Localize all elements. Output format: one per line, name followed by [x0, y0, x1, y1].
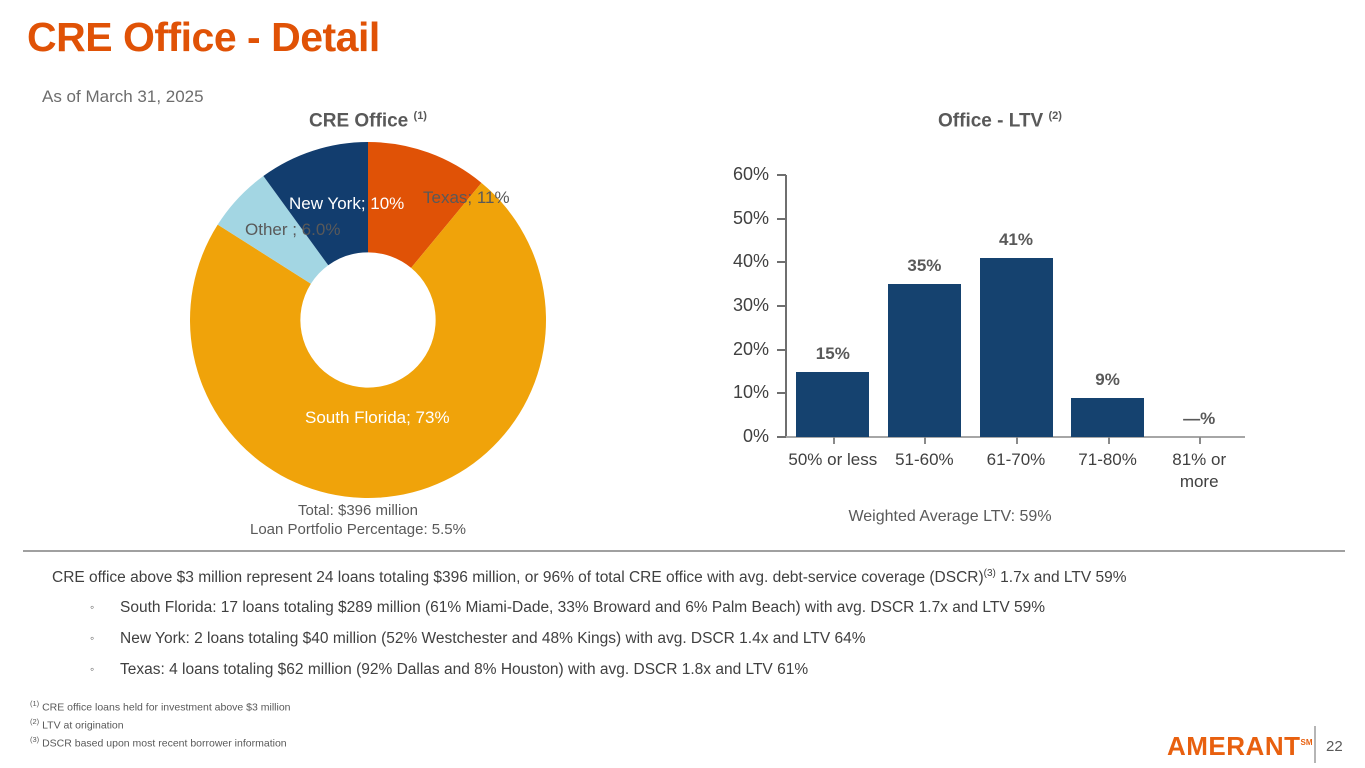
bar-value-label: 35% [907, 256, 942, 276]
donut-slice-south-florida [189, 182, 546, 499]
y-axis-tick [777, 261, 786, 264]
bullet-new-york-text: New York: 2 loans totaling $40 million (… [120, 630, 866, 647]
bullet-south-florida: ◦ South Florida: 17 loans totaling $289 m… [90, 599, 1330, 617]
x-axis-label: 71-80% [1078, 450, 1137, 469]
x-axis-tick [1107, 437, 1110, 444]
donut-svg [189, 142, 546, 499]
y-axis-tick [777, 392, 786, 395]
footnotes: (1) CRE office loans held for investment… [30, 697, 291, 751]
pie-caption: Total: $396 million Loan Portfolio Perce… [168, 501, 548, 539]
pie-label-south-florida: South Florida; 73% [305, 408, 450, 427]
x-axis-label: 51-60% [895, 450, 954, 469]
amerant-logo: AMERANTSM [1167, 731, 1313, 762]
summary-line-post: 1.7x and LTV 59% [995, 569, 1127, 587]
bar-chart-title-text: Office - LTV [938, 110, 1044, 132]
summary-line-pre: CRE office above $3 million represent 24… [52, 569, 984, 587]
bar-value-label: 9% [1095, 369, 1120, 389]
bullet-south-florida-text: South Florida: 17 loans totaling $289 mi… [120, 599, 1046, 616]
footnote-2: (2) LTV at origination [30, 715, 291, 733]
bar-50-or-less [796, 371, 870, 437]
y-axis-tick [777, 436, 786, 438]
footnote-3-marker: (3) [30, 735, 40, 744]
footnote-3-text: DSCR based upon most recent borrower inf… [39, 737, 287, 750]
y-axis-label: 30% [732, 295, 769, 315]
x-axis-line [785, 436, 1245, 438]
pie-caption-portfolio-pct: Loan Portfolio Percentage: 5.5% [250, 521, 466, 538]
bar-51-60- [887, 284, 961, 437]
bar-value-label: 41% [998, 230, 1033, 249]
donut-slice-other [217, 175, 329, 284]
x-axis-label: 50% or less [788, 450, 878, 469]
bullet-icon: ◦ [90, 631, 95, 645]
x-axis-tick [832, 437, 835, 444]
pie-label-other: Other ; 6.0% [245, 220, 341, 239]
bar-61-70- [979, 258, 1053, 437]
bar-value-label: —% [1183, 409, 1216, 428]
donut-slice-texas [368, 142, 482, 268]
y-axis-tick [777, 174, 786, 176]
donut-slice-new-york [263, 142, 368, 266]
weighted-average-ltv: Weighted Average LTV: 59% [848, 508, 1052, 525]
as-of-date: As of March 31, 2025 [42, 87, 204, 106]
y-axis-label: 0% [742, 426, 769, 446]
footer-separator [1314, 726, 1316, 763]
pie-label-texas: Texas; 11% [423, 188, 510, 207]
footnote-1-text: CRE office loans held for investment abo… [39, 701, 291, 714]
summary-footnote-marker: (3) [983, 568, 996, 579]
y-axis-label: 60% [732, 164, 769, 184]
x-axis-label: 81% or more [1172, 450, 1227, 491]
bullet-icon: ◦ [90, 662, 95, 676]
bar-chart-title: Office - LTV (2) [740, 110, 1260, 132]
bullet-new-york: ◦ New York: 2 loans totaling $40 million … [90, 630, 1330, 648]
bar-value-label: 15% [815, 343, 850, 363]
pie-label-new-york: New York; 10% [289, 194, 405, 213]
pie-chart-title-text: CRE Office [309, 110, 409, 132]
footnote-3: (3) DSCR based upon most recent borrower… [30, 733, 291, 751]
x-axis-tick [924, 437, 927, 444]
x-axis-tick [1199, 437, 1202, 444]
bullet-texas: ◦ Texas: 4 loans totaling $62 million (92… [90, 661, 1330, 679]
office-ltv-bar-chart: 15% 50% or less 35% 51-60% 41% 61-70% 9% 71-80%… [733, 164, 1245, 491]
y-axis-label: 40% [732, 251, 769, 272]
bullet-texas-text: Texas: 4 loans totaling $62 million (92%… [120, 661, 809, 678]
y-axis-label: 20% [732, 338, 769, 359]
cre-office-donut-chart: Texas; 11% New York; 10% Other ; 6.0% So… [178, 130, 558, 510]
y-axis-tick [777, 217, 786, 220]
y-axis-label: 50% [732, 207, 769, 228]
pie-chart-title: CRE Office (1) [178, 110, 558, 132]
section-divider [23, 550, 1345, 552]
bar-title-footnote-marker: (2) [1048, 110, 1062, 122]
x-axis-tick [1016, 437, 1018, 444]
amerant-logo-text: AMERANT [1167, 731, 1301, 761]
y-axis-tick [777, 305, 786, 307]
footnote-2-marker: (2) [30, 717, 40, 726]
footnote-2-text: LTV at origination [39, 719, 124, 732]
y-axis-tick [777, 348, 786, 351]
pie-title-footnote-marker: (1) [413, 110, 427, 122]
summary-line: CRE office above $3 million represent 24… [52, 568, 1332, 587]
page-number: 22 [1326, 738, 1343, 755]
bar-71-80- [1071, 397, 1145, 437]
footnote-1: (1) CRE office loans held for investment… [30, 697, 291, 715]
x-axis-label: 61-70% [986, 450, 1046, 469]
y-axis-label: 10% [732, 382, 769, 403]
pie-caption-total: Total: $396 million [297, 502, 419, 519]
amerant-logo-sm-mark: SM [1300, 738, 1313, 747]
bullet-icon: ◦ [90, 600, 95, 614]
footnote-1-marker: (1) [30, 699, 40, 708]
page-title: CRE Office - Detail [27, 14, 380, 60]
